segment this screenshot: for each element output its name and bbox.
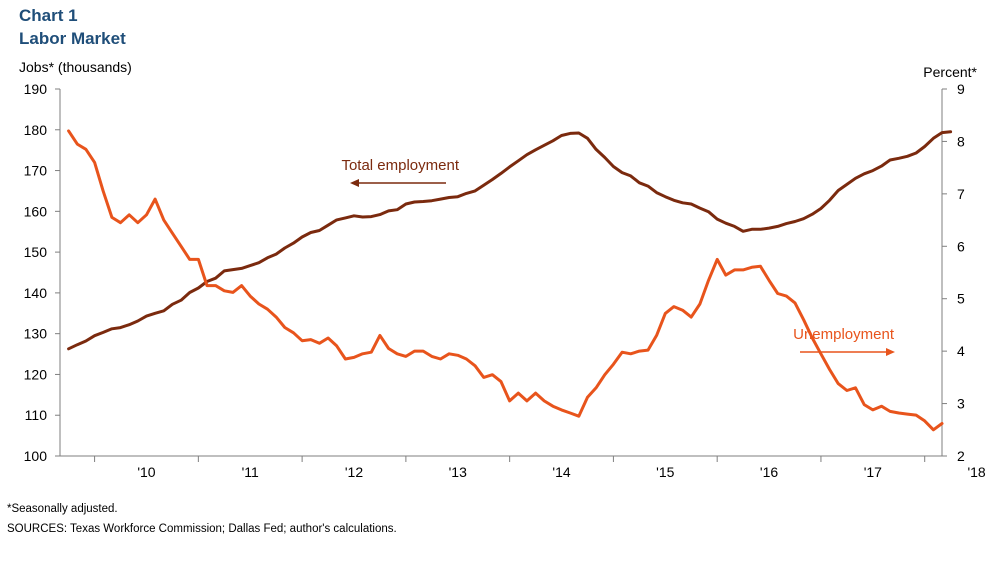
left-axis-tick-label: 140	[24, 285, 48, 301]
left-axis-tick-label: 110	[25, 407, 48, 423]
right-axis-tick-label: 5	[957, 291, 965, 307]
x-axis-tick-label: '10	[137, 464, 155, 480]
x-axis-tick-label: '17	[864, 464, 882, 480]
unemployment-label: Unemployment	[793, 326, 895, 343]
x-axis-tick-label: '15	[656, 464, 674, 480]
total-employment-label: Total employment	[341, 157, 459, 174]
total-employment-arrowhead	[350, 179, 359, 187]
x-axis-tick-label: '12	[345, 464, 363, 480]
left-axis-tick-label: 100	[24, 448, 48, 464]
x-axis-tick-label: '14	[552, 464, 570, 480]
unemployment-line	[67, 129, 944, 432]
right-axis-tick-label: 4	[957, 343, 965, 359]
left-axis-tick-label: 190	[24, 81, 48, 97]
total-employment-line	[67, 130, 953, 351]
left-axis-tick-label: 160	[24, 203, 48, 219]
chart-annotations: Total employment Unemployment	[341, 157, 895, 356]
chart-axes: 100 110 120 130 140 150 160 170 180 190 2 3 4 5 6 7 8 9 '1…	[24, 81, 986, 480]
right-axis-tick-label: 7	[957, 186, 965, 202]
x-axis-tick-label: '11	[242, 464, 259, 480]
left-axis-label: Jobs* (thousands)	[19, 59, 132, 75]
right-axis-tick-label: 3	[957, 396, 965, 412]
x-axis-tick-label: '18	[967, 464, 985, 480]
chart-lines	[67, 129, 953, 432]
x-axis-tick-label: '13	[449, 464, 467, 480]
right-axis-label: Percent*	[923, 64, 977, 80]
left-axis-tick-label: 170	[24, 163, 48, 179]
left-axis-tick-label: 180	[24, 122, 48, 138]
right-axis-tick-label: 8	[957, 133, 965, 149]
right-axis-tick-label: 9	[957, 81, 965, 97]
right-axis-tick-label: 2	[957, 448, 965, 464]
unemployment-arrowhead	[886, 348, 895, 356]
right-axis-tick-label: 6	[957, 238, 965, 254]
chart-title: Chart 1	[19, 6, 78, 25]
footnote: *Seasonally adjusted.	[7, 503, 118, 515]
left-axis-tick-label: 150	[24, 244, 48, 260]
chart-subtitle: Labor Market	[19, 29, 126, 48]
left-axis-tick-label: 120	[24, 366, 48, 382]
sources-note: SOURCES: Texas Workforce Commission; Dal…	[7, 523, 397, 535]
x-axis-tick-label: '16	[760, 464, 778, 480]
left-axis-tick-label: 130	[24, 326, 48, 342]
